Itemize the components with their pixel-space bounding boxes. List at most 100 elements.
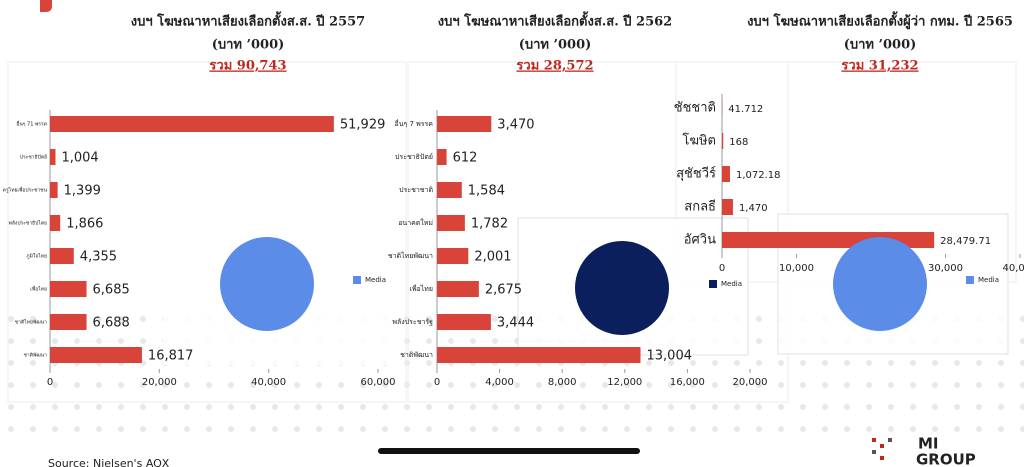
value-label: 16,817 [148,349,194,364]
category-label: เพื่อไทย [410,284,433,293]
x-tick-label: 0 [434,377,440,388]
logo-dot [880,444,884,448]
media-pie [833,237,927,331]
legend-swatch [353,276,361,284]
bar [437,182,462,198]
logo-dot [872,450,876,454]
x-tick-label: 8,000 [548,377,577,388]
value-label: 1,004 [61,151,98,166]
x-tick-label: 10,000 [779,263,814,274]
source: Source: Nielsen's AQX [48,457,170,467]
legend-swatch [966,276,974,284]
category-label: ชัชชาติ [674,101,716,116]
bar [722,199,733,215]
category-label: พลังประชารัฐ [392,318,433,326]
bar [50,347,142,363]
value-label: 1,470 [739,203,768,214]
value-label: 2,001 [474,250,511,265]
legend-label: Media [978,276,999,284]
chart-subtitle: (บาท ’000) [212,38,285,53]
value-label: 6,685 [93,283,130,298]
legend-label: Media [721,280,742,288]
category-label: ชาติพัฒนา [24,352,48,359]
value-label: 1,399 [64,184,101,199]
bar [437,149,447,165]
x-tick-label: 0 [47,377,53,388]
logo-dot [872,438,876,442]
media-pie [220,237,314,331]
panel [7,61,407,403]
x-tick-label: 60,000 [361,377,396,388]
logo-dot [888,438,892,442]
x-tick-label: 0 [719,263,725,274]
category-label: ครูไทยเพื่อประชาชน [3,187,48,194]
value-label: 612 [453,151,478,166]
category-label: ชาติไทยพัฒนา [15,319,47,326]
category-label: อัศวิน [684,233,716,248]
x-tick-label: 30,000 [928,263,963,274]
value-label: 51,929 [340,118,386,133]
value-label: 28,479.71 [940,236,991,247]
chart-subtitle: (บาท ’000) [519,38,592,53]
logo-bottom: GROUP [916,451,976,467]
value-label: 3,444 [497,316,534,331]
chart-total: รวม 90,743 [209,59,286,74]
bar [50,281,87,297]
bar [437,248,469,264]
category-label: ภูมิใจไทย [26,253,47,260]
category-label: สกลธี [684,199,716,215]
bar [437,281,479,297]
value-label: 1,782 [471,217,508,232]
legend-label: Media [365,276,386,284]
bar [437,347,641,363]
bar [50,182,58,198]
category-label: โฆษิต [682,133,716,149]
x-tick-label: 16,000 [670,377,705,388]
value-label: 1,072.18 [736,170,781,181]
bar [437,215,465,231]
x-tick-label: 20,000 [733,377,768,388]
chart-title: งบฯ โฆษณาหาเสียงเลือกตั้งส.ส. ปี 2557 [131,11,365,30]
category-label: ประชาชาติ [399,186,433,194]
chart-title: งบฯ โฆษณาหาเสียงเลือกตั้งผู้ว่า กทม. ปี … [747,11,1013,30]
category-label: อนาคตใหม่ [398,218,433,227]
bar [722,166,730,182]
bar [50,149,56,165]
category-label: อื่นๆ 7 พรรค [395,119,434,128]
x-tick-label: 4,000 [485,377,514,388]
home-indicator [378,448,640,454]
value-label: 4,355 [80,250,117,265]
value-label: 168 [729,137,748,148]
logo: MI GROUP [872,435,976,467]
media-pie [575,241,669,335]
category-label: ชาติพัฒนา [400,351,433,359]
value-label: 1,584 [468,184,505,199]
x-tick-label: 20,000 [142,377,177,388]
x-tick-label: 12,000 [607,377,642,388]
legend-swatch [709,280,717,288]
value-label: 1,866 [66,217,103,232]
logo-top: MI [918,435,939,453]
bar [437,116,492,132]
category-label: อื่นๆ 71 พรรค [16,121,47,128]
category-label: พลังประชาธิปไตย [9,220,48,227]
bar [50,248,74,264]
value-label: 3,470 [497,118,534,133]
category-label: ประชาธิปัตย์ [20,154,47,161]
bar [722,133,724,149]
category-label: สุชัชวีร์ [676,166,716,182]
category-label: ชาติไทยพัฒนา [388,251,433,260]
value-label: 13,004 [647,349,693,364]
corner-mark [40,0,52,12]
value-label: 6,688 [93,316,130,331]
chart-title: งบฯ โฆษณาหาเสียงเลือกตั้งส.ส. ปี 2562 [438,11,672,30]
value-label: 41.712 [728,104,763,115]
category-label: ประชาธิปัตย์ [395,153,433,161]
value-label: 2,675 [485,283,522,298]
chart-total: รวม 31,232 [841,59,918,74]
bar [50,116,334,132]
bar [50,314,87,330]
category-label: เพื่อไทย [30,286,47,293]
x-tick-label: 40,000 [251,377,286,388]
